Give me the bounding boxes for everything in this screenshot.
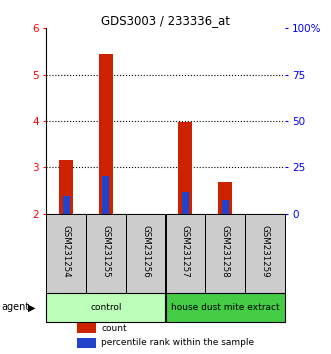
- Bar: [77, 323, 96, 333]
- Bar: [166, 214, 205, 293]
- Text: GSM231257: GSM231257: [181, 225, 190, 278]
- Text: percentile rank within the sample: percentile rank within the sample: [101, 338, 254, 347]
- Bar: [99, 54, 113, 214]
- Bar: [46, 293, 166, 322]
- Text: ▶: ▶: [28, 302, 36, 313]
- Bar: [218, 182, 232, 214]
- Text: house dust mite extract: house dust mite extract: [171, 303, 279, 312]
- Bar: [205, 214, 245, 293]
- Bar: [102, 176, 110, 214]
- Bar: [245, 214, 285, 293]
- Text: control: control: [90, 303, 122, 312]
- Text: GSM231256: GSM231256: [141, 225, 150, 278]
- Bar: [178, 122, 192, 214]
- Bar: [86, 214, 126, 293]
- Text: count: count: [101, 324, 127, 333]
- Bar: [221, 200, 229, 214]
- Text: agent: agent: [2, 302, 30, 313]
- Bar: [166, 293, 285, 322]
- Bar: [59, 160, 73, 214]
- Text: GSM231254: GSM231254: [62, 225, 71, 278]
- Text: GSM231259: GSM231259: [260, 225, 269, 278]
- Text: GSM231255: GSM231255: [101, 225, 111, 278]
- Title: GDS3003 / 233336_at: GDS3003 / 233336_at: [101, 14, 230, 27]
- Text: GSM231258: GSM231258: [220, 225, 230, 278]
- Bar: [182, 192, 189, 214]
- Bar: [126, 214, 166, 293]
- Bar: [77, 338, 96, 348]
- Bar: [46, 214, 86, 293]
- Bar: [63, 196, 70, 214]
